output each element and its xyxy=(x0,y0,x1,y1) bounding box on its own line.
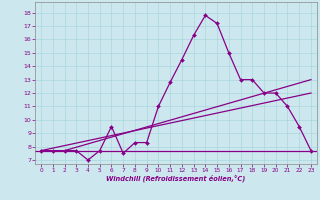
X-axis label: Windchill (Refroidissement éolien,°C): Windchill (Refroidissement éolien,°C) xyxy=(106,174,246,182)
